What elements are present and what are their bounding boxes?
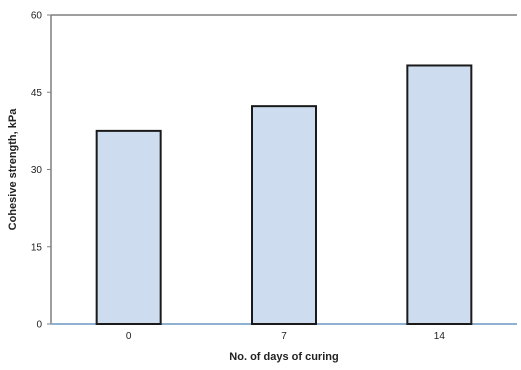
x-tick-label: 14 <box>434 331 446 342</box>
x-ticks-group: 0 7 14 <box>126 331 445 342</box>
y-ticks-group: 0 15 30 45 60 <box>31 11 51 331</box>
x-tick-label: 0 <box>126 331 132 342</box>
y-tick-label: 60 <box>31 11 43 22</box>
y-axis-title: Cohesive strength, kPa <box>7 108 19 231</box>
x-axis-title: No. of days of curing <box>229 351 338 363</box>
y-tick-label: 15 <box>31 242 43 253</box>
bars-group <box>95 64 473 325</box>
x-tick-label: 7 <box>281 331 287 342</box>
y-tick-label: 45 <box>31 88 43 99</box>
bar-14 <box>406 64 473 325</box>
y-tick-label: 0 <box>36 320 42 331</box>
y-tick-label: 30 <box>31 165 43 176</box>
bar-0 <box>95 129 162 325</box>
bar-7 <box>251 105 317 325</box>
